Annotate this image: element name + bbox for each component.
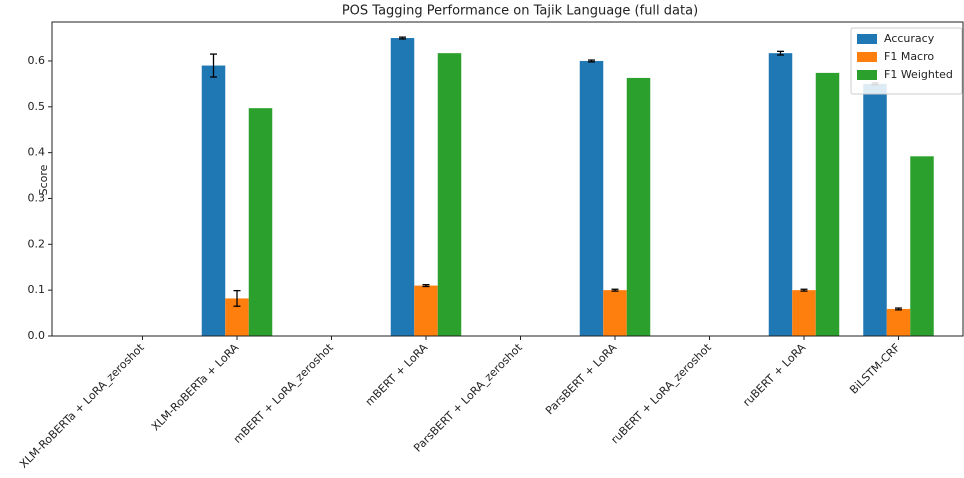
x-tick-label: mBERT + LoRA (363, 341, 431, 409)
bar (626, 77, 651, 337)
legend-label: F1 Macro (884, 50, 934, 63)
plot-frame (51, 21, 964, 337)
bar (414, 285, 438, 336)
error-bar (777, 50, 784, 56)
y-tick-label: 0.2 (28, 237, 46, 250)
x-tick-label: ruBERT + LoRA (740, 341, 808, 409)
error-bar (233, 289, 241, 307)
y-tick-label: 0.1 (28, 283, 46, 296)
bar (863, 83, 887, 336)
error-bar (611, 288, 619, 292)
error-bar (895, 307, 902, 311)
legend-box (850, 27, 963, 95)
bar (579, 60, 604, 337)
legend-swatch (857, 70, 877, 80)
error-bar (800, 288, 808, 292)
bar (603, 290, 627, 336)
bar (910, 156, 934, 336)
legend-label: F1 Weighted (884, 68, 953, 81)
x-tick-label: ruBERT + LoRA_zeroshot (608, 341, 714, 447)
x-tick-label: ParsBERT + LoRA_zeroshot (411, 341, 525, 455)
legend-label: Accuracy (884, 32, 935, 45)
bar (886, 308, 911, 336)
y-axis-label: Score (37, 164, 50, 195)
y-tick-label: 0.4 (28, 146, 46, 159)
bar (390, 38, 415, 337)
legend-swatch (857, 52, 877, 62)
x-tick-label: BiLSTM-CRF (847, 341, 903, 397)
chart-title: POS Tagging Performance on Tajik Languag… (342, 4, 698, 19)
bar (792, 290, 816, 336)
bar (248, 108, 273, 336)
x-tick-label: XLM-RoBERTa + LoRA_zeroshot (17, 341, 147, 471)
y-tick-label: 0.6 (28, 54, 46, 67)
bar (768, 53, 793, 336)
legend: Accuracy F1 Macro F1 Weighted (850, 27, 963, 95)
x-tick-label: mBERT + LoRA_zeroshot (231, 341, 336, 446)
y-tick-label: 0.3 (28, 191, 46, 204)
error-bar (422, 284, 430, 288)
error-bar (399, 36, 406, 40)
error-bar (588, 59, 595, 63)
y-tick-label: 0.0 (28, 329, 46, 342)
legend-swatch (857, 34, 877, 44)
y-tick-label: 0.5 (28, 100, 46, 113)
bar (815, 72, 840, 337)
error-bar (210, 53, 217, 78)
x-tick-label: XLM-RoBERTa + LoRA (149, 341, 242, 434)
bar (201, 65, 226, 336)
bar (437, 53, 462, 336)
x-tick-label: ParsBERT + LoRA (543, 341, 620, 418)
bar (225, 298, 249, 336)
